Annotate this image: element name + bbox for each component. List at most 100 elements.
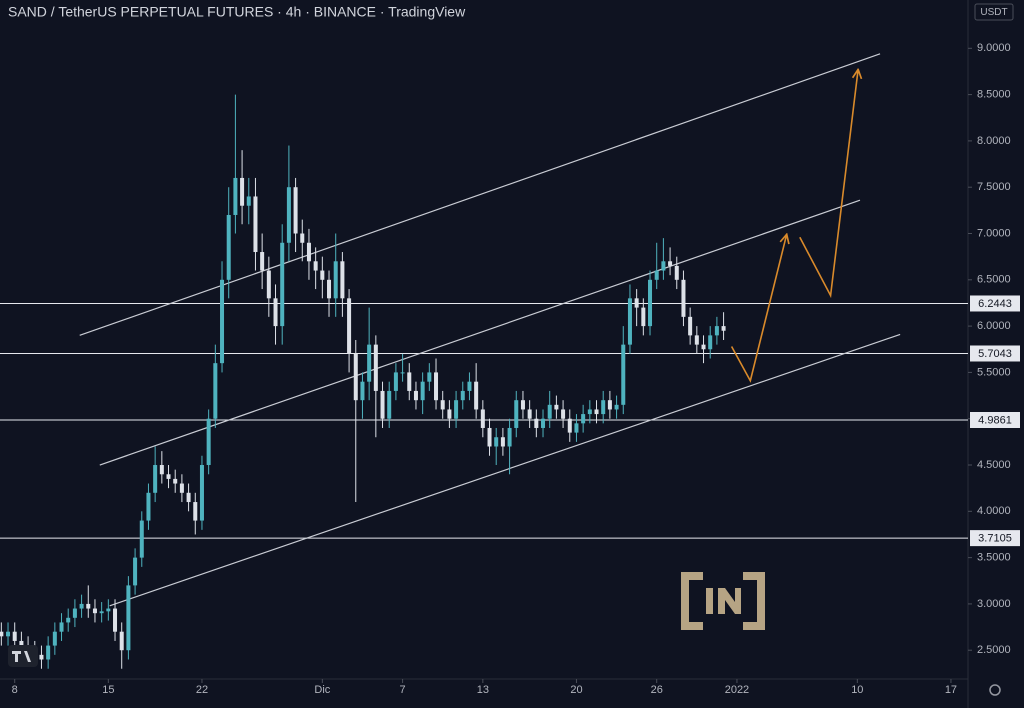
candle-body	[286, 187, 291, 243]
candle-body	[688, 316, 693, 336]
candle-body	[407, 372, 412, 391]
y-tick-label: 6.0000	[977, 320, 1011, 332]
candle-body	[380, 390, 385, 419]
candle-body	[447, 409, 452, 419]
tv-logo	[8, 645, 38, 667]
candle-body	[661, 261, 666, 271]
candle-body	[133, 557, 138, 586]
candle-body	[367, 344, 372, 382]
y-tick-label: 3.5000	[977, 552, 1011, 564]
candle-body	[300, 233, 305, 243]
settings-icon[interactable]	[989, 684, 1001, 696]
candle-body	[460, 390, 465, 401]
plot	[0, 53, 968, 669]
x-tick-label: 20	[570, 684, 582, 696]
candle-body	[333, 261, 338, 299]
candle-body	[186, 492, 191, 503]
candle-body	[427, 372, 432, 382]
candle-body	[59, 622, 64, 632]
candle-body	[66, 617, 71, 623]
candle-body	[527, 409, 532, 419]
candle-body	[19, 640, 24, 646]
candle-body	[668, 261, 673, 266]
x-tick-label: 2022	[725, 684, 749, 696]
chart-title: SAND / TetherUS PERPETUAL FUTURES · 4h ·…	[8, 4, 466, 20]
level-tag-label: 3.7105	[978, 533, 1012, 545]
x-tick-label: Dic	[314, 684, 330, 696]
candle-body	[293, 187, 298, 234]
candle-body	[313, 261, 318, 271]
candle-body	[587, 409, 592, 415]
candle-body	[360, 381, 365, 401]
candle-body	[420, 381, 425, 401]
candle-body	[213, 363, 218, 419]
candle-body	[159, 465, 164, 475]
level-tag	[970, 345, 1020, 362]
trend-line	[79, 53, 881, 336]
candle-body	[106, 608, 111, 612]
level-tag-label: 5.7043	[978, 348, 1012, 360]
candle-body	[199, 465, 204, 521]
candle-body	[500, 437, 505, 447]
candle-body	[534, 418, 539, 428]
y-tick-label: 9.0000	[977, 42, 1011, 54]
y-tick-label: 8.5000	[977, 89, 1011, 101]
candle-body	[601, 400, 606, 415]
y-tick-label: 2.5000	[977, 644, 1011, 656]
candle-body	[627, 298, 632, 345]
candle-body	[139, 520, 144, 558]
x-tick-label: 22	[196, 684, 208, 696]
candle-body	[567, 418, 572, 433]
y-tick-label: 4.5000	[977, 459, 1011, 471]
candle-body	[708, 335, 713, 350]
candle-body	[541, 418, 546, 428]
projection-arrow	[730, 235, 787, 383]
candle-body	[487, 427, 492, 447]
candle-body	[694, 335, 699, 345]
candle-body	[173, 478, 178, 484]
candle-body	[166, 474, 171, 479]
logo-letter-n	[718, 588, 741, 614]
projection-arrow	[799, 71, 858, 299]
x-tick-label: 17	[945, 684, 957, 696]
candle-body	[594, 409, 599, 415]
candle-body	[340, 261, 345, 299]
candle-body	[92, 608, 97, 614]
candle-body	[12, 631, 17, 641]
candle-body	[79, 603, 84, 609]
level-tag	[970, 530, 1020, 547]
candle-body	[561, 409, 566, 419]
candle-body	[193, 502, 198, 521]
y-tick-label: 6.5000	[977, 274, 1011, 286]
currency-label: USDT	[980, 7, 1007, 18]
candle-body	[547, 404, 552, 419]
y-tick-label: 3.0000	[977, 598, 1011, 610]
candle-body	[280, 242, 285, 327]
candle-body	[634, 298, 639, 308]
candle-body	[260, 252, 265, 271]
candle-body	[119, 631, 124, 651]
candle-body	[353, 353, 358, 401]
candle-body	[681, 279, 686, 317]
candle-body	[146, 492, 151, 521]
candle-body	[641, 307, 646, 327]
candle-body	[654, 270, 659, 280]
logo-bracket-left	[681, 572, 703, 630]
candle-body	[480, 409, 485, 428]
gear[interactable]	[989, 684, 1001, 696]
candle-body	[714, 326, 719, 336]
candle-body	[52, 631, 57, 646]
candle-body	[273, 298, 278, 327]
candle-body	[220, 279, 225, 364]
y-tick-label: 7.5000	[977, 181, 1011, 193]
x-tick-label: 8	[12, 684, 18, 696]
candle-body	[648, 279, 653, 327]
candle-body	[373, 344, 378, 391]
candle-body	[581, 414, 586, 424]
candle-body	[440, 400, 445, 410]
x-tick-label: 26	[651, 684, 663, 696]
candle-body	[246, 196, 251, 206]
y-tick-label: 8.0000	[977, 135, 1011, 147]
